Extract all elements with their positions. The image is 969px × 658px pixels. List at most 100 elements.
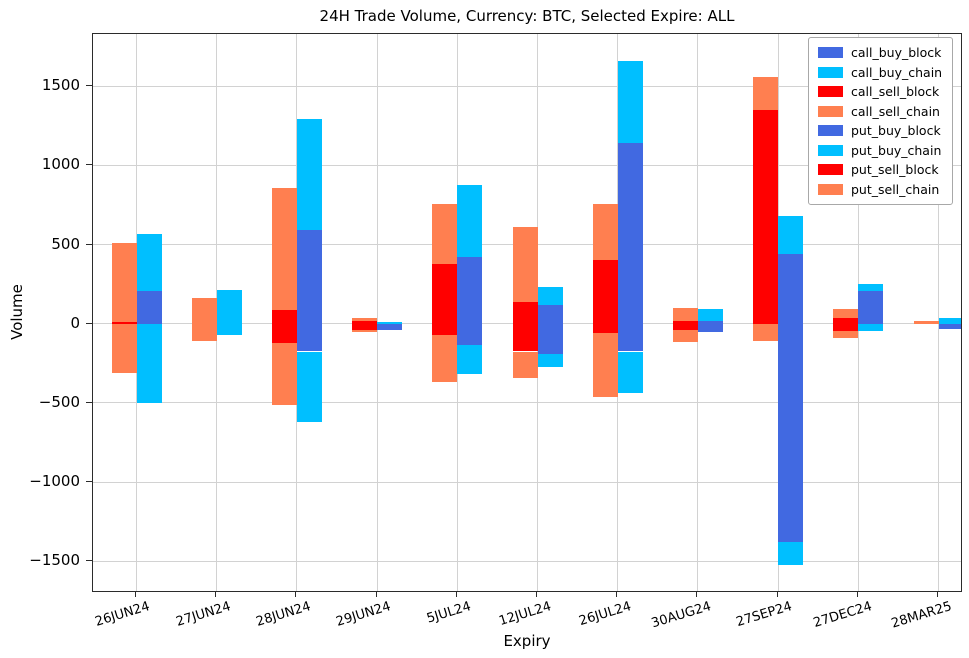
bar-segment-call_sell_chain-28MAR25 [913,320,939,324]
x-tick-mark-27DEC24 [856,592,858,597]
bar-segment-call_buy_chain-27DEC24 [858,284,884,291]
bar-segment-call_sell_chain-30AUG24 [672,307,698,321]
bar-segment-call_buy_block-30AUG24 [697,320,723,324]
bar-segment-put_buy_chain-26JUL24 [617,351,643,393]
legend-swatch-put_sell_block [818,164,843,175]
gridline-vertical-29JUN24 [376,34,378,591]
x-tick-label-27SEP24: 27SEP24 [734,599,794,631]
bar-segment-put_buy_chain-5JUL24 [457,345,483,375]
legend-swatch-put_buy_chain [818,144,843,156]
y-tick-mark-1500 [86,85,92,87]
legend-label-put_sell_chain: put_sell_chain [851,181,940,197]
x-tick-mark-12JUL24 [536,592,537,597]
bar-segment-put_sell_block-28JUN24 [271,323,297,343]
y-tick-mark--500 [86,401,92,403]
x-tick-mark-28MAR25 [937,592,938,597]
bar-segment-put_buy_chain-27SEP24 [778,542,804,566]
bar-segment-put_buy_block-28JUN24 [296,323,322,352]
bar-segment-put_buy_block-5JUL24 [457,323,483,346]
x-tick-label-26JUN24: 26JUN24 [93,599,152,630]
bar-segment-put_buy_chain-27DEC24 [858,323,884,331]
x-tick-mark-26JUL24 [616,592,618,597]
legend-label-call_sell_chain: call_sell_chain [851,103,940,119]
bar-segment-put_sell_chain-27DEC24 [833,330,859,339]
bar-segment-call_sell_chain-27JUN24 [191,297,217,324]
x-tick-mark-27SEP24 [776,592,778,597]
bar-segment-call_buy_block-28JUN24 [296,230,322,324]
bar-segment-call_sell_block-26JUN24 [111,322,137,324]
x-tick-mark-29JUN24 [375,592,377,597]
bar-segment-call_buy_chain-26JUN24 [136,234,162,291]
x-tick-mark-30AUG24 [696,592,698,597]
bar-segment-call_buy_block-27SEP24 [778,254,804,324]
y-tick-mark-1000 [86,164,92,166]
legend-swatch-call_buy_chain [818,66,843,78]
bar-segment-call_buy_chain-5JUL24 [457,185,483,258]
bar-segment-call_buy_chain-27SEP24 [778,216,804,255]
y-tick-mark-500 [86,243,92,245]
y-tick-label--1500: −1500 [29,551,80,570]
bar-segment-put_sell_block-26JUL24 [592,323,618,334]
legend-swatch-put_buy_block [818,125,843,136]
y-tick-label-0: 0 [70,313,80,332]
bar-segment-call_sell_block-12JUL24 [512,301,538,324]
bar-segment-put_sell_chain-5JUL24 [432,334,458,382]
legend-item-call_buy_chain: call_buy_chain [818,65,942,80]
bar-segment-call_buy_chain-28JUN24 [296,118,322,231]
legend-swatch-call_buy_block [818,47,843,58]
y-tick-label--1000: −1000 [29,472,80,491]
bar-segment-call_sell_block-30AUG24 [672,320,698,324]
y-tick-mark--1000 [86,481,92,483]
bar-segment-put_buy_chain-27JUN24 [216,323,242,335]
bar-segment-put_buy_block-12JUL24 [537,323,563,354]
gridline-horizontal-1000 [93,164,961,166]
bar-segment-call_sell_block-26JUL24 [592,260,618,324]
x-tick-mark-28JUN24 [295,592,297,597]
legend-swatch-call_sell_chain [818,105,843,117]
bar-segment-call_sell_chain-26JUL24 [592,204,618,261]
gridline-horizontal--500 [93,402,961,404]
bar-segment-put_sell_block-29JUN24 [352,323,378,331]
y-tick-label-1000: 1000 [41,155,80,174]
legend-label-put_buy_chain: put_buy_chain [851,142,942,158]
legend-item-put_sell_block: put_sell_block [818,162,942,177]
legend-label-call_sell_block: call_sell_block [851,84,940,99]
legend-item-put_buy_chain: put_buy_chain [818,143,942,158]
y-tick-mark--1500 [86,560,92,562]
bar-segment-put_sell_block-5JUL24 [432,323,458,335]
x-tick-label-27DEC24: 27DEC24 [811,599,874,632]
y-tick-mark-0 [86,322,92,324]
legend-label-call_buy_chain: call_buy_chain [851,64,943,80]
bar-segment-call_buy_block-26JUN24 [136,290,162,324]
bar-segment-put_buy_block-27SEP24 [778,323,804,543]
bar-segment-call_buy_block-27DEC24 [858,290,884,324]
gridline-horizontal--1500 [93,560,961,562]
bar-segment-put_buy_chain-12JUL24 [537,353,563,367]
bar-segment-call_sell_block-29JUN24 [352,320,378,324]
bar-segment-call_sell_chain-29JUN24 [352,318,378,321]
bar-segment-call_buy_chain-28MAR25 [938,318,961,324]
bar-segment-call_sell_chain-28JUN24 [271,187,297,310]
bar-segment-call_buy_block-26JUL24 [617,143,643,324]
x-tick-label-12JUL24: 12JUL24 [497,599,553,630]
legend-swatch-put_sell_chain [818,183,843,195]
bar-segment-call_sell_chain-27DEC24 [833,308,859,319]
x-tick-label-29JUN24: 29JUN24 [334,599,393,630]
x-tick-label-28MAR25: 28MAR25 [889,599,954,632]
bar-segment-put_sell_chain-26JUL24 [592,333,618,397]
x-tick-label-5JUL24: 5JUL24 [424,599,473,627]
gridline-horizontal--1000 [93,481,961,483]
x-tick-mark-27JUN24 [215,592,217,597]
y-tick-label--500: −500 [38,392,80,411]
bar-segment-put_sell_block-30AUG24 [672,323,698,331]
bar-segment-call_sell_chain-26JUN24 [111,243,137,323]
x-axis-label: Expiry [503,632,551,650]
bar-segment-put_sell_chain-12JUL24 [512,351,538,379]
legend-swatch-call_sell_block [818,86,843,97]
bar-segment-call_buy_block-12JUL24 [537,304,563,324]
bar-segment-call_buy_chain-30AUG24 [697,308,723,321]
bar-segment-put_sell_chain-27JUN24 [191,323,217,342]
bar-segment-call_sell_block-5JUL24 [432,264,458,324]
legend-item-call_sell_chain: call_sell_chain [818,104,942,119]
